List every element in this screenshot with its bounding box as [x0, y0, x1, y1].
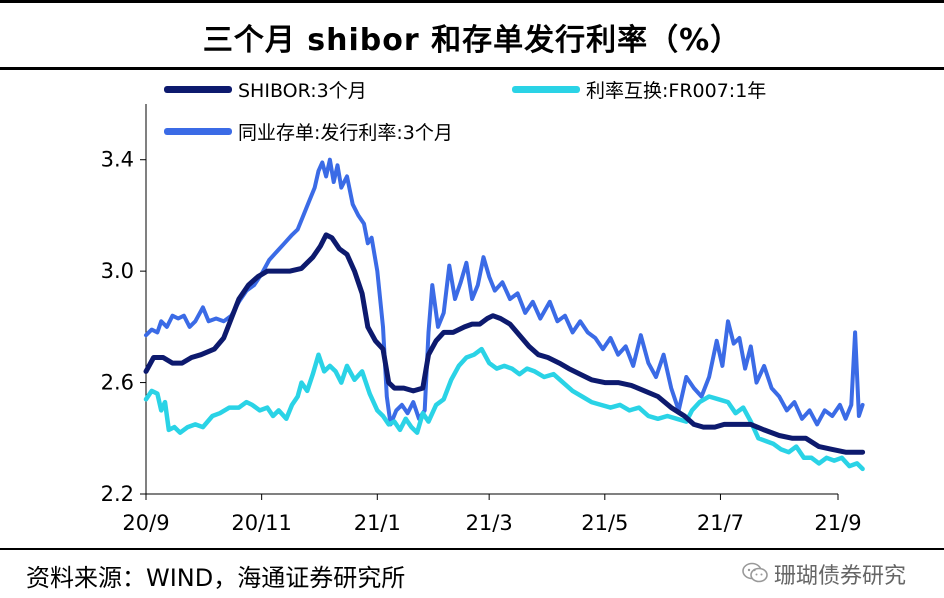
chart-title: 三个月 shibor 和存单发行利率（%） — [202, 23, 742, 58]
x-tick-label: 21/7 — [697, 511, 744, 535]
x-tick-label: 21/9 — [814, 511, 861, 535]
legend-label-ncd: 同业存单:发行利率:3个月 — [238, 122, 453, 144]
legend-swatch-shibor — [164, 86, 232, 93]
x-tick-label: 20/9 — [122, 511, 169, 535]
series-line-ncd — [144, 157, 865, 427]
legend-swatch-ncd — [164, 128, 232, 135]
tick-layer: 2.2 2.6 3.0 3.4 20/9 20/11 21/1 21/3 21/5 21/7 21/… — [101, 148, 862, 535]
chart-axes — [140, 104, 839, 500]
y-tick-label: 3.4 — [101, 148, 134, 172]
watermark: 珊瑚债券研究 — [774, 564, 907, 589]
line-chart: 2.2 2.6 3.0 3.4 20/9 20/11 21/1 21/3 21/5 21/7 21/… — [101, 104, 866, 535]
x-tick-label: 21/3 — [466, 511, 513, 535]
x-tick-label: 20/11 — [231, 511, 292, 535]
y-tick-label: 2.2 — [101, 482, 134, 506]
legend-label-fr007: 利率互换:FR007:1年 — [586, 80, 767, 102]
y-tick-label: 3.0 — [101, 259, 134, 283]
x-tick-label: 21/5 — [581, 511, 628, 535]
source-bar: 资料来源：WIND，海通证券研究所 珊瑚债券研究 — [0, 548, 944, 598]
x-tick-label: 21/1 — [354, 511, 401, 535]
legend-swatch-fr007 — [512, 86, 580, 93]
series-line-fr007 — [143, 346, 865, 472]
legend-label-shibor: SHIBOR:3个月 — [238, 80, 367, 102]
series-layer — [143, 157, 866, 472]
wechat-icon — [742, 562, 768, 583]
title-bar: 三个月 shibor 和存单发行利率（%） — [0, 0, 944, 70]
source-note: 资料来源：WIND，海通证券研究所 — [26, 564, 406, 592]
series-line-shibor — [143, 232, 866, 455]
y-tick-label: 2.6 — [101, 371, 134, 395]
